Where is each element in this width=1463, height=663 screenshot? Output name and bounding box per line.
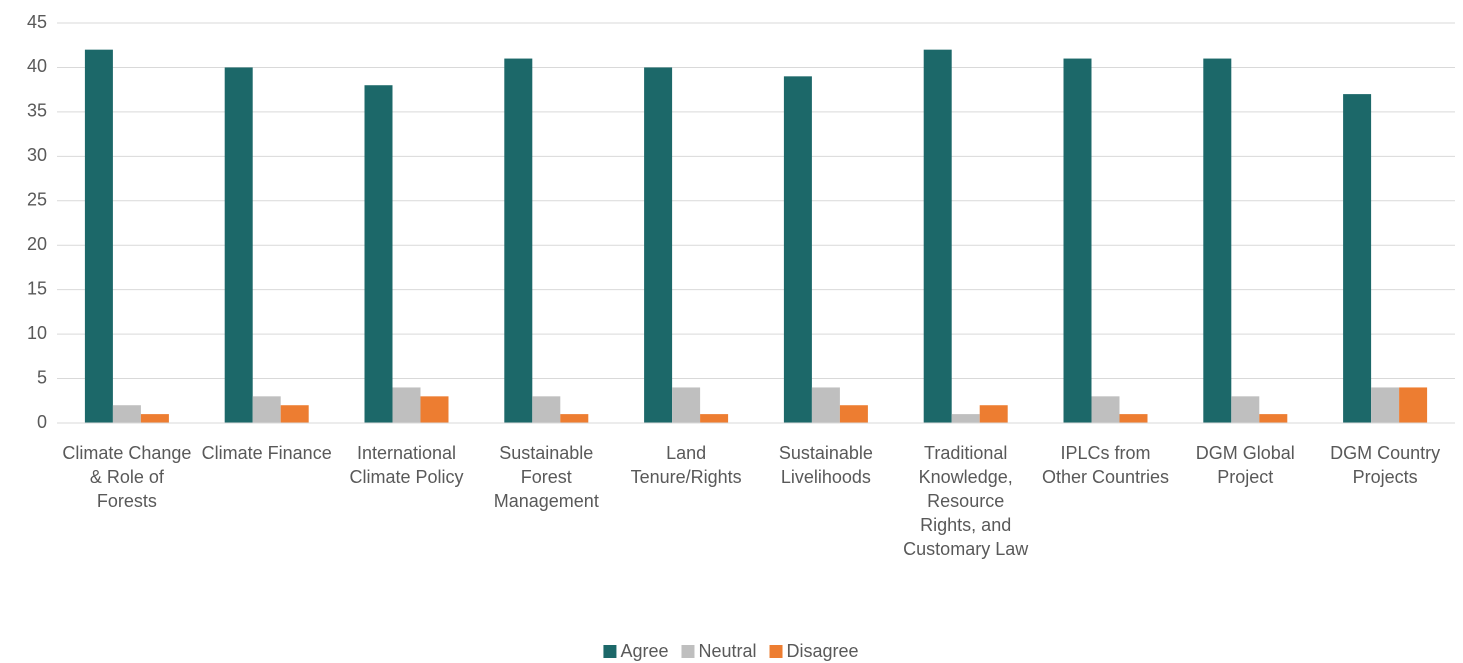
y-tick-label: 15 bbox=[27, 278, 47, 298]
bar bbox=[1119, 414, 1148, 423]
y-tick-label: 5 bbox=[37, 367, 47, 387]
y-tick-label: 20 bbox=[27, 234, 47, 254]
bar bbox=[84, 49, 113, 424]
y-tick-label: 45 bbox=[27, 12, 47, 32]
x-tick-label: DGM Country Projects bbox=[1330, 443, 1440, 487]
legend-label: Agree bbox=[620, 641, 668, 661]
bar bbox=[420, 396, 449, 423]
bar bbox=[1063, 58, 1092, 424]
bar bbox=[923, 49, 952, 424]
bar bbox=[1203, 58, 1232, 424]
bar bbox=[224, 67, 253, 423]
x-tick-label: Climate Change & Role of Forests bbox=[62, 443, 191, 511]
bar bbox=[1231, 396, 1260, 423]
y-tick-label: 40 bbox=[27, 56, 47, 76]
bar bbox=[979, 405, 1008, 423]
bar bbox=[532, 396, 561, 423]
bar bbox=[252, 396, 281, 423]
bar bbox=[1259, 414, 1288, 423]
y-tick-label: 30 bbox=[27, 145, 47, 165]
x-tick-label: Land Tenure/Rights bbox=[631, 443, 742, 487]
x-tick-label: IPLCs from Other Countries bbox=[1042, 443, 1169, 487]
bar bbox=[280, 405, 309, 423]
bar bbox=[112, 405, 141, 423]
y-tick-label: 10 bbox=[27, 323, 47, 343]
y-tick-label: 35 bbox=[27, 101, 47, 121]
y-tick-label: 25 bbox=[27, 190, 47, 210]
bar bbox=[644, 67, 673, 423]
x-tick-label: Sustainable Forest Management bbox=[494, 443, 599, 511]
bar bbox=[392, 387, 421, 423]
bar bbox=[504, 58, 533, 424]
bar bbox=[560, 414, 589, 423]
bar bbox=[1399, 387, 1428, 423]
x-tick-label: DGM Global Project bbox=[1196, 443, 1295, 487]
bar bbox=[140, 414, 169, 423]
y-tick-label: 0 bbox=[37, 412, 47, 432]
x-tick-label: Traditional Knowledge, Resource Rights, and… bbox=[903, 443, 1029, 559]
bar bbox=[783, 76, 812, 423]
bar bbox=[700, 414, 729, 423]
bar bbox=[811, 387, 840, 423]
x-tick-label: Sustainable Livelihoods bbox=[779, 443, 873, 487]
x-tick-label: Climate Finance bbox=[202, 443, 332, 463]
x-tick-label: International Climate Policy bbox=[349, 443, 463, 487]
legend-swatch bbox=[769, 645, 783, 658]
bar bbox=[951, 414, 980, 423]
bar bbox=[839, 405, 868, 423]
bar bbox=[1371, 387, 1400, 423]
bar bbox=[364, 85, 393, 423]
bar bbox=[672, 387, 701, 423]
legend-swatch bbox=[681, 645, 695, 658]
legend-label: Neutral bbox=[698, 641, 756, 661]
legend-label: Disagree bbox=[787, 641, 859, 661]
bar bbox=[1343, 94, 1372, 423]
legend-swatch bbox=[603, 645, 617, 658]
bar bbox=[1091, 396, 1120, 423]
